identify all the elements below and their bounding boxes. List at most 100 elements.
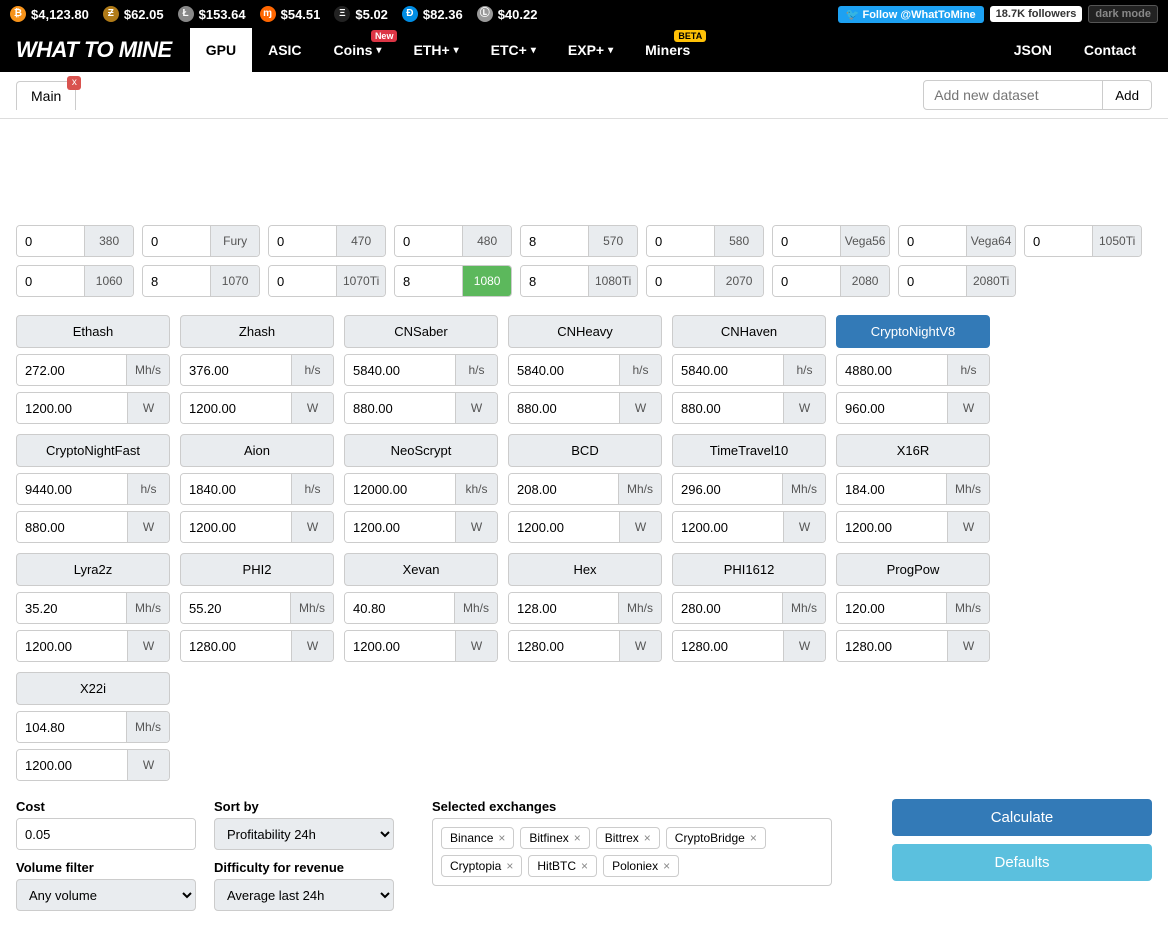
exchange-tag[interactable]: HitBTC × xyxy=(528,855,597,877)
gpu-count-input[interactable] xyxy=(395,266,462,296)
hashrate-input[interactable] xyxy=(837,474,946,504)
power-input[interactable] xyxy=(509,631,619,661)
algo-name-button[interactable]: Xevan xyxy=(344,553,498,586)
ticker-item[interactable]: Ƶ$62.05 xyxy=(103,6,164,22)
hashrate-input[interactable] xyxy=(673,593,782,623)
twitter-follow-button[interactable]: 🐦 Follow @WhatToMine xyxy=(838,6,984,23)
algo-name-button[interactable]: CNHaven xyxy=(672,315,826,348)
algo-name-button[interactable]: PHI1612 xyxy=(672,553,826,586)
hashrate-input[interactable] xyxy=(17,355,126,385)
power-input[interactable] xyxy=(837,512,947,542)
exchange-tag[interactable]: Cryptopia × xyxy=(441,855,522,877)
power-input[interactable] xyxy=(837,631,947,661)
gpu-count-input[interactable] xyxy=(899,226,966,256)
gpu-label[interactable]: 380 xyxy=(84,226,133,256)
gpu-label[interactable]: Fury xyxy=(210,226,259,256)
ticker-item[interactable]: Ξ$5.02 xyxy=(334,6,388,22)
power-input[interactable] xyxy=(673,631,783,661)
gpu-label[interactable]: 570 xyxy=(588,226,637,256)
hashrate-input[interactable] xyxy=(509,474,618,504)
algo-name-button[interactable]: CNHeavy xyxy=(508,315,662,348)
hashrate-input[interactable] xyxy=(181,355,291,385)
cost-input[interactable] xyxy=(17,819,196,849)
algo-name-button[interactable]: CryptoNightV8 xyxy=(836,315,990,348)
gpu-count-input[interactable] xyxy=(269,226,336,256)
gpu-count-input[interactable] xyxy=(143,226,210,256)
gpu-label[interactable]: 1080Ti xyxy=(588,266,637,296)
gpu-label[interactable]: 470 xyxy=(336,226,385,256)
gpu-label[interactable]: Vega56 xyxy=(840,226,889,256)
power-input[interactable] xyxy=(17,750,127,780)
hashrate-input[interactable] xyxy=(181,593,290,623)
nav-item-exp+[interactable]: EXP+▾ xyxy=(552,28,629,72)
ticker-item[interactable]: Ⓛ$40.22 xyxy=(477,6,538,22)
gpu-count-input[interactable] xyxy=(773,226,840,256)
gpu-count-input[interactable] xyxy=(773,266,840,296)
gpu-label[interactable]: 2080 xyxy=(840,266,889,296)
ticker-item[interactable]: Đ$82.36 xyxy=(402,6,463,22)
ticker-item[interactable]: ɱ$54.51 xyxy=(260,6,321,22)
power-input[interactable] xyxy=(345,631,455,661)
nav-item-eth+[interactable]: ETH+▾ xyxy=(397,28,474,72)
algo-name-button[interactable]: Aion xyxy=(180,434,334,467)
hashrate-input[interactable] xyxy=(509,593,618,623)
algo-name-button[interactable]: Lyra2z xyxy=(16,553,170,586)
defaults-button[interactable]: Defaults xyxy=(892,844,1152,881)
hashrate-input[interactable] xyxy=(345,474,455,504)
gpu-count-input[interactable] xyxy=(899,266,966,296)
volume-filter-select[interactable]: Any volume xyxy=(16,879,196,911)
algo-name-button[interactable]: Hex xyxy=(508,553,662,586)
nav-item-asic[interactable]: ASIC xyxy=(252,28,317,72)
hashrate-input[interactable] xyxy=(673,474,782,504)
power-input[interactable] xyxy=(837,393,947,423)
tab-main[interactable]: Main x xyxy=(16,81,76,110)
nav-item-miners[interactable]: MinersBETA xyxy=(629,28,706,72)
remove-icon[interactable]: × xyxy=(750,831,757,845)
power-input[interactable] xyxy=(17,631,127,661)
nav-item-contact[interactable]: Contact xyxy=(1068,28,1152,72)
algo-name-button[interactable]: BCD xyxy=(508,434,662,467)
algo-name-button[interactable]: NeoScrypt xyxy=(344,434,498,467)
algo-name-button[interactable]: X16R xyxy=(836,434,990,467)
algo-name-button[interactable]: ProgPow xyxy=(836,553,990,586)
gpu-count-input[interactable] xyxy=(647,266,714,296)
exchange-tag[interactable]: Poloniex × xyxy=(603,855,679,877)
power-input[interactable] xyxy=(181,631,291,661)
power-input[interactable] xyxy=(17,393,127,423)
ticker-item[interactable]: ₿$4,123.80 xyxy=(10,6,89,22)
exchange-tag[interactable]: Bitfinex × xyxy=(520,827,589,849)
power-input[interactable] xyxy=(345,393,455,423)
gpu-label[interactable]: 1060 xyxy=(84,266,133,296)
gpu-count-input[interactable] xyxy=(269,266,336,296)
gpu-count-input[interactable] xyxy=(395,226,462,256)
remove-icon[interactable]: × xyxy=(581,859,588,873)
hashrate-input[interactable] xyxy=(345,593,454,623)
hashrate-input[interactable] xyxy=(345,355,455,385)
algo-name-button[interactable]: PHI2 xyxy=(180,553,334,586)
remove-icon[interactable]: × xyxy=(506,859,513,873)
hashrate-input[interactable] xyxy=(17,712,126,742)
hashrate-input[interactable] xyxy=(837,593,946,623)
remove-icon[interactable]: × xyxy=(663,859,670,873)
hashrate-input[interactable] xyxy=(181,474,291,504)
power-input[interactable] xyxy=(673,393,783,423)
algo-name-button[interactable]: Ethash xyxy=(16,315,170,348)
nav-item-coins[interactable]: Coins▾New xyxy=(318,28,398,72)
gpu-count-input[interactable] xyxy=(521,266,588,296)
hashrate-input[interactable] xyxy=(837,355,947,385)
close-icon[interactable]: x xyxy=(67,76,81,90)
power-input[interactable] xyxy=(673,512,783,542)
darkmode-toggle[interactable]: dark mode xyxy=(1088,5,1158,23)
nav-item-json[interactable]: JSON xyxy=(998,28,1068,72)
power-input[interactable] xyxy=(181,393,291,423)
gpu-label[interactable]: 1070 xyxy=(210,266,259,296)
gpu-label[interactable]: 580 xyxy=(714,226,763,256)
ticker-item[interactable]: Ł$153.64 xyxy=(178,6,246,22)
power-input[interactable] xyxy=(17,512,127,542)
gpu-label[interactable]: 1050Ti xyxy=(1092,226,1141,256)
hashrate-input[interactable] xyxy=(509,355,619,385)
exchange-tag[interactable]: Bittrex × xyxy=(596,827,660,849)
dataset-input[interactable] xyxy=(923,80,1103,110)
difficulty-select[interactable]: Average last 24h xyxy=(214,879,394,911)
algo-name-button[interactable]: TimeTravel10 xyxy=(672,434,826,467)
